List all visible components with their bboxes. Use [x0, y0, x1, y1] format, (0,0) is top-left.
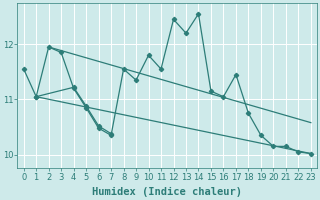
X-axis label: Humidex (Indice chaleur): Humidex (Indice chaleur)	[92, 187, 242, 197]
